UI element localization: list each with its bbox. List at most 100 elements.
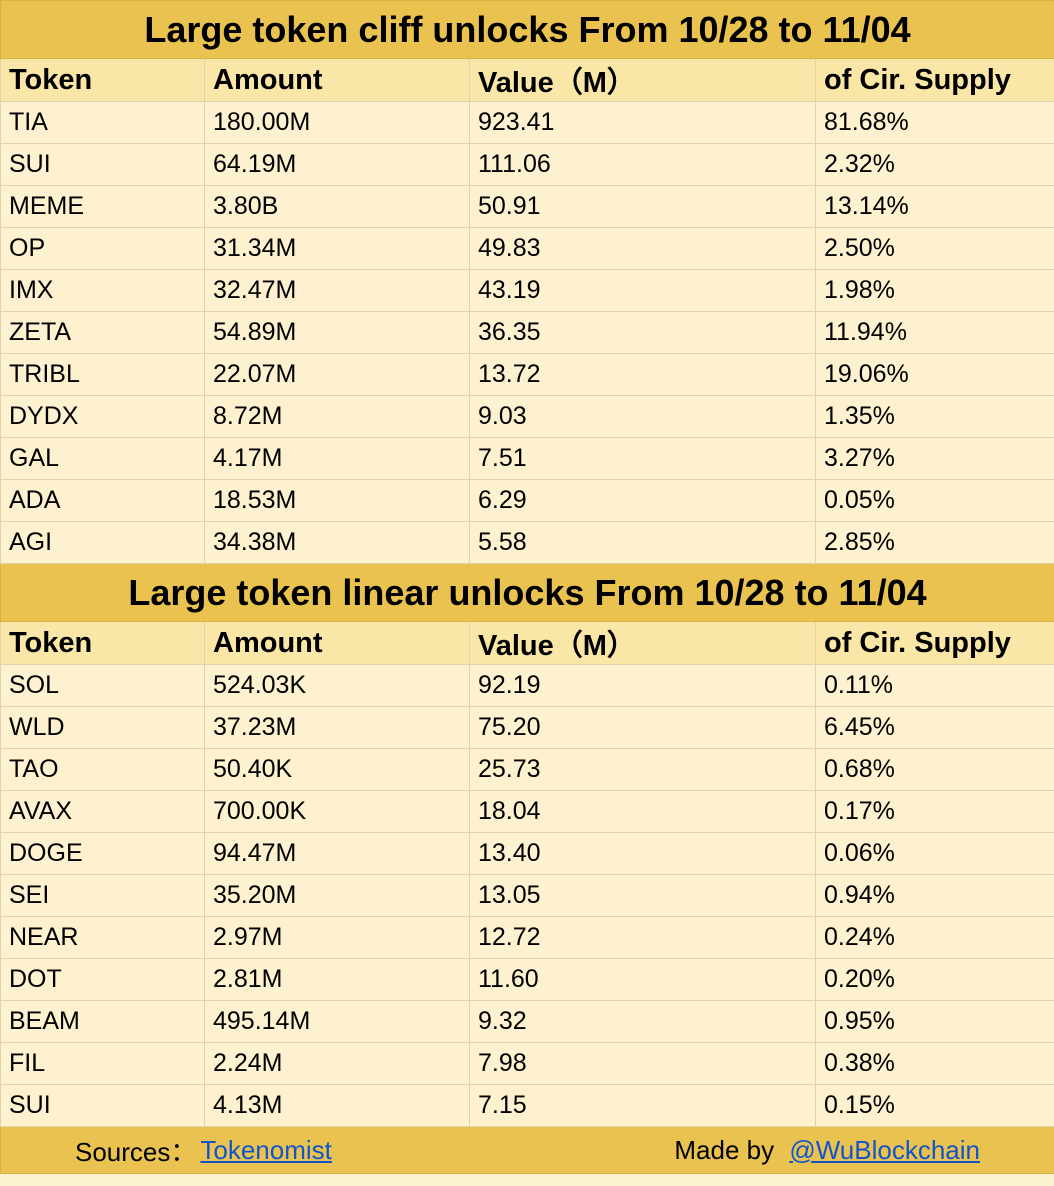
- cell-token: SOL: [0, 664, 205, 707]
- column-header-amount: Amount: [204, 621, 470, 665]
- cell-value: 25.73: [469, 748, 816, 791]
- cell-token: NEAR: [0, 916, 205, 959]
- sources-link[interactable]: Tokenomist: [200, 1134, 332, 1165]
- cell-value: 9.32: [469, 1000, 816, 1043]
- table-row: TAO 50.40K 25.73 0.68%: [0, 748, 1054, 791]
- cell-amount: 495.14M: [204, 1000, 470, 1043]
- cell-value: 7.98: [469, 1042, 816, 1085]
- cell-value: 11.60: [469, 958, 816, 1001]
- cliff-section: Large token cliff unlocks From 10/28 to …: [0, 0, 1054, 564]
- cell-supply: 0.94%: [814, 874, 1054, 917]
- table-row: FIL 2.24M 7.98 0.38%: [0, 1042, 1054, 1085]
- column-header-supply: of Cir. Supply: [814, 58, 1054, 102]
- linear-title: Large token linear unlocks From 10/28 to…: [0, 563, 1054, 622]
- footer-content: Sources： Tokenomist Made by @WuBlockchai…: [9, 1132, 1054, 1169]
- cell-supply: 2.50%: [814, 227, 1054, 270]
- cell-token: AVAX: [0, 790, 205, 833]
- column-header-amount: Amount: [204, 58, 470, 102]
- cell-supply: 13.14%: [814, 185, 1054, 228]
- cell-amount: 4.17M: [204, 437, 470, 480]
- cell-amount: 180.00M: [204, 101, 470, 144]
- cell-supply: 0.05%: [814, 479, 1054, 522]
- cell-token: MEME: [0, 185, 205, 228]
- cell-amount: 37.23M: [204, 706, 470, 749]
- table-row: ZETA 54.89M 36.35 11.94%: [0, 311, 1054, 354]
- table-row: DYDX 8.72M 9.03 1.35%: [0, 395, 1054, 438]
- made-by-link[interactable]: @WuBlockchain: [789, 1134, 981, 1165]
- cell-token: ZETA: [0, 311, 205, 354]
- cell-value: 50.91: [469, 185, 816, 228]
- cell-token: ADA: [0, 479, 205, 522]
- cell-value: 13.72: [469, 353, 816, 396]
- cell-value: 6.29: [469, 479, 816, 522]
- cell-token: IMX: [0, 269, 205, 312]
- table-row: MEME 3.80B 50.91 13.14%: [0, 185, 1054, 228]
- cell-token: SUI: [0, 143, 205, 186]
- column-header-supply: of Cir. Supply: [814, 621, 1054, 665]
- table-row: DOT 2.81M 11.60 0.20%: [0, 958, 1054, 1001]
- cell-amount: 32.47M: [204, 269, 470, 312]
- column-header-value: Value（M）: [469, 621, 816, 665]
- cell-value: 111.06: [469, 143, 816, 186]
- cell-value: 13.05: [469, 874, 816, 917]
- table-row: BEAM 495.14M 9.32 0.95%: [0, 1000, 1054, 1043]
- table-row: DOGE 94.47M 13.40 0.06%: [0, 832, 1054, 875]
- cell-token: AGI: [0, 521, 205, 564]
- footer-cell: Sources： Tokenomist Made by @WuBlockchai…: [0, 1126, 1054, 1174]
- cell-value: 43.19: [469, 269, 816, 312]
- cell-token: SUI: [0, 1084, 205, 1127]
- table-row: TIA 180.00M 923.41 81.68%: [0, 101, 1054, 144]
- cell-supply: 19.06%: [814, 353, 1054, 396]
- cell-value: 5.58: [469, 521, 816, 564]
- cell-amount: 50.40K: [204, 748, 470, 791]
- made-by-label: Made by: [674, 1134, 775, 1165]
- made-by: Made by @WuBlockchain: [674, 1135, 980, 1166]
- cell-supply: 11.94%: [814, 311, 1054, 354]
- cell-amount: 524.03K: [204, 664, 470, 707]
- cliff-header-row: Token Amount Value（M） of Cir. Supply: [0, 58, 1054, 102]
- cell-token: OP: [0, 227, 205, 270]
- table-row: SUI 64.19M 111.06 2.32%: [0, 143, 1054, 186]
- cell-token: TIA: [0, 101, 205, 144]
- cell-value: 49.83: [469, 227, 816, 270]
- cell-supply: 0.15%: [814, 1084, 1054, 1127]
- table-row: OP 31.34M 49.83 2.50%: [0, 227, 1054, 270]
- table-row: IMX 32.47M 43.19 1.98%: [0, 269, 1054, 312]
- cell-token: BEAM: [0, 1000, 205, 1043]
- cell-value: 18.04: [469, 790, 816, 833]
- table-row: SEI 35.20M 13.05 0.94%: [0, 874, 1054, 917]
- table-row: TRIBL 22.07M 13.72 19.06%: [0, 353, 1054, 396]
- table-row: AGI 34.38M 5.58 2.85%: [0, 521, 1054, 564]
- cell-supply: 2.32%: [814, 143, 1054, 186]
- cell-value: 92.19: [469, 664, 816, 707]
- cell-amount: 2.81M: [204, 958, 470, 1001]
- linear-header-row: Token Amount Value（M） of Cir. Supply: [0, 621, 1054, 665]
- cliff-title-row: Large token cliff unlocks From 10/28 to …: [0, 0, 1054, 59]
- column-header-token: Token: [0, 58, 205, 102]
- cell-amount: 18.53M: [204, 479, 470, 522]
- cliff-title: Large token cliff unlocks From 10/28 to …: [0, 0, 1054, 59]
- table-row: NEAR 2.97M 12.72 0.24%: [0, 916, 1054, 959]
- table-row: GAL 4.17M 7.51 3.27%: [0, 437, 1054, 480]
- cell-supply: 0.11%: [814, 664, 1054, 707]
- cell-value: 36.35: [469, 311, 816, 354]
- table-row: SUI 4.13M 7.15 0.15%: [0, 1084, 1054, 1127]
- cell-value: 13.40: [469, 832, 816, 875]
- cell-amount: 8.72M: [204, 395, 470, 438]
- table-row: ADA 18.53M 6.29 0.05%: [0, 479, 1054, 522]
- cell-value: 9.03: [469, 395, 816, 438]
- cell-amount: 2.24M: [204, 1042, 470, 1085]
- cell-supply: 6.45%: [814, 706, 1054, 749]
- cell-amount: 3.80B: [204, 185, 470, 228]
- cell-supply: 0.38%: [814, 1042, 1054, 1085]
- cell-value: 12.72: [469, 916, 816, 959]
- linear-section: Large token linear unlocks From 10/28 to…: [0, 563, 1054, 1127]
- cell-value: 923.41: [469, 101, 816, 144]
- column-header-token: Token: [0, 621, 205, 665]
- cell-supply: 81.68%: [814, 101, 1054, 144]
- cell-amount: 94.47M: [204, 832, 470, 875]
- cell-token: DOT: [0, 958, 205, 1001]
- cell-amount: 22.07M: [204, 353, 470, 396]
- cell-amount: 4.13M: [204, 1084, 470, 1127]
